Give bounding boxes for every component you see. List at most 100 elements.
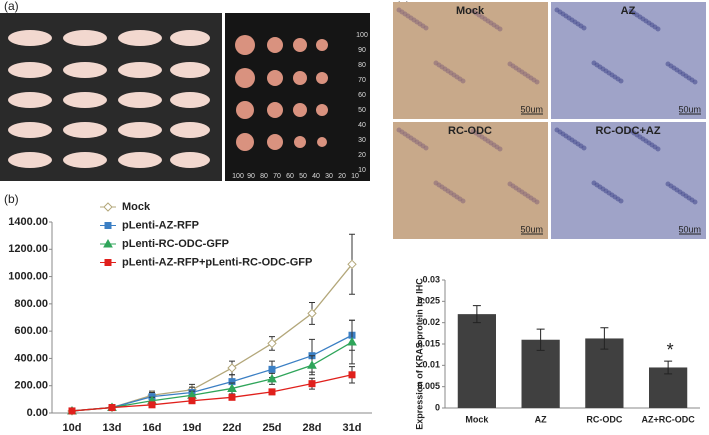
legend-label: pLenti-AZ-RFP+pLenti-RC-ODC-GFP [122, 256, 312, 268]
series-line [71, 341, 353, 412]
cell [618, 78, 624, 84]
cell [534, 79, 540, 85]
cell [497, 146, 503, 152]
y-tick-label: 200.00 [14, 380, 48, 392]
y-tick-label: 0.02 [422, 317, 440, 327]
y-tick-label: 0.01 [422, 360, 440, 370]
annotation: * [667, 340, 674, 360]
x-tick-label: Mock [465, 414, 489, 424]
x-tick-label: 10d [63, 422, 82, 434]
marker [104, 259, 112, 266]
x-tick-label: 19d [183, 422, 202, 434]
ruler-label: 70 [273, 173, 281, 180]
ruler-label: 70 [358, 77, 366, 84]
ruler-label: 90 [358, 47, 366, 54]
marker [104, 222, 112, 229]
marker [307, 308, 317, 319]
legend-label: pLenti-AZ-RFP [122, 219, 199, 231]
ruler-label: 60 [286, 173, 294, 180]
marker [227, 383, 237, 392]
ruler-label: 50 [358, 107, 366, 114]
ihc-grid: Mock 50um AZ 50um RC-ODC 50um RC-ODC+AZ 50um [393, 2, 706, 239]
y-tick-label: 600.00 [14, 325, 48, 337]
marker [347, 259, 357, 270]
x-tick-label: 13d [103, 422, 122, 434]
marker [267, 338, 277, 349]
ruler-label: 40 [312, 173, 320, 180]
series-line [71, 374, 353, 412]
y-tick-label: 1200.00 [8, 243, 48, 255]
ruler-label: 10 [351, 173, 359, 180]
y-tick-label: 400.00 [14, 352, 48, 364]
marker [103, 202, 113, 212]
marker [307, 360, 317, 369]
marker [267, 373, 277, 383]
image-label: AZ [621, 5, 636, 17]
marker [188, 397, 196, 405]
cell [460, 198, 466, 204]
ruler-label: 100 [356, 32, 368, 39]
x-tick-label: 16d [143, 422, 162, 434]
tumors [235, 35, 328, 151]
ruler-label: 90 [247, 173, 255, 180]
x-tick-label: 31d [343, 422, 362, 434]
x-tick-label: 25d [263, 422, 282, 434]
cell [497, 26, 503, 32]
cell [423, 25, 429, 31]
panel-label: (a) [4, 0, 19, 13]
image-label: RC-ODC+AZ [595, 125, 660, 137]
marker [268, 365, 276, 373]
image-label: RC-ODC [448, 125, 492, 137]
y-tick-label: 0.025 [417, 296, 440, 306]
ruler-label: 80 [260, 173, 268, 180]
cell [655, 26, 661, 32]
error-bar [472, 305, 481, 324]
scale-bar-label: 50um [520, 224, 543, 234]
y-axis-label: Expression of KRAS protein by IHC [414, 278, 424, 430]
scale-bar-label: 50um [678, 224, 701, 234]
marker [348, 371, 356, 379]
y-tick-label: 0.015 [417, 338, 440, 348]
cell [581, 145, 587, 151]
scale-bar-label: 50um [678, 104, 701, 114]
marker [268, 388, 276, 396]
ruler-label: 60 [358, 92, 366, 99]
cell [655, 146, 661, 152]
error-bar [536, 328, 545, 351]
y-tick-label: 0.00 [27, 407, 48, 419]
marker [68, 407, 76, 415]
panel-label: (b) [4, 192, 19, 206]
y-tick-label: 0.005 [417, 381, 440, 391]
marker [103, 238, 113, 248]
marker [347, 337, 357, 346]
bar [457, 314, 496, 408]
legend-label: Mock [122, 201, 151, 213]
error-bar [664, 360, 673, 375]
x-tick-label: 22d [223, 422, 242, 434]
ruler-label: 20 [338, 173, 346, 180]
ruler-label: 50 [299, 173, 307, 180]
ruler-label: 40 [358, 122, 366, 129]
cell [534, 199, 540, 205]
marker [227, 363, 237, 373]
cell [581, 25, 587, 31]
ruler: 1010202030304040505060607070808090901001… [232, 32, 368, 180]
cell [692, 199, 698, 205]
bar [585, 338, 624, 408]
marker [228, 393, 236, 401]
y-tick-label: 0.03 [422, 274, 440, 284]
ruler-label: 30 [325, 173, 333, 180]
scale-bar-label: 50um [520, 104, 543, 114]
growth-chart: 0.00 200.00 400.00 600.00 800.00 1000.00 1200.… [8, 201, 372, 434]
ruler-label: 30 [358, 137, 366, 144]
y-tick-label: 1000.00 [8, 270, 48, 282]
x-tick-label: AZ [535, 414, 547, 424]
legend-label: pLenti-RC-ODC-GFP [122, 238, 229, 250]
series-line [71, 334, 353, 412]
image-label: Mock [456, 5, 485, 17]
x-tick-label: RC-ODC [586, 414, 622, 424]
ruler-label: 80 [358, 62, 366, 69]
